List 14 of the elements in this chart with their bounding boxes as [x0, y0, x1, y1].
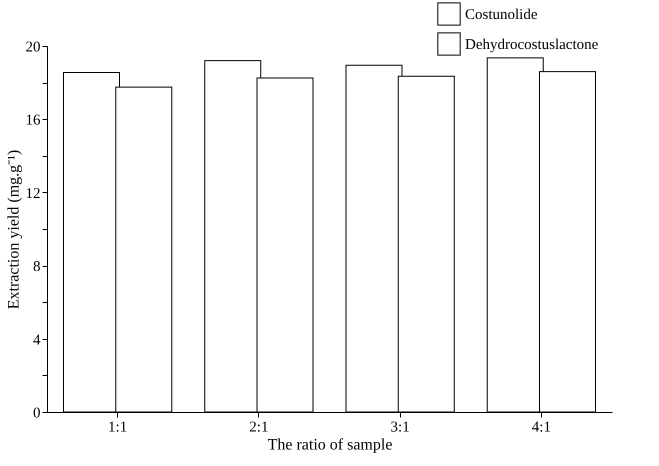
y-tick-label: 12	[26, 186, 40, 202]
y-axis-title: Extraction yield (mg.g⁻¹)	[6, 150, 22, 310]
y-tick-label: 8	[33, 259, 40, 276]
x-tick-label: 1:1	[108, 420, 128, 436]
x-tick-label: 4:1	[532, 420, 551, 436]
y-tick-label: 20	[26, 40, 40, 56]
legend-label: Dehydrocostuslactone	[465, 37, 599, 53]
y-tick-label: 4	[33, 332, 41, 348]
x-tick-label: 3:1	[390, 420, 410, 436]
y-tick-label: 0	[33, 406, 40, 422]
x-tick-label: 2:1	[249, 420, 268, 436]
x-axis-title: The ratio of sample	[268, 436, 392, 454]
legend-label: Costunolide	[465, 7, 538, 23]
y-tick-label: 16	[26, 112, 41, 129]
